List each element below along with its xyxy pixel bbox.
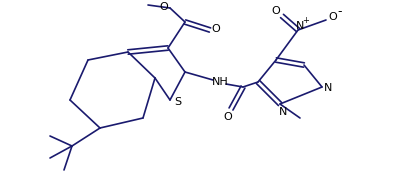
Text: O: O [211,24,220,34]
Text: S: S [174,97,182,107]
Text: O: O [160,2,168,12]
Text: O: O [329,12,338,22]
Text: N: N [296,21,304,31]
Text: O: O [272,6,280,16]
Text: O: O [223,112,232,122]
Text: -: - [338,6,342,19]
Text: +: + [302,15,310,24]
Text: NH: NH [211,77,228,87]
Text: N: N [324,83,332,93]
Text: N: N [279,107,287,117]
